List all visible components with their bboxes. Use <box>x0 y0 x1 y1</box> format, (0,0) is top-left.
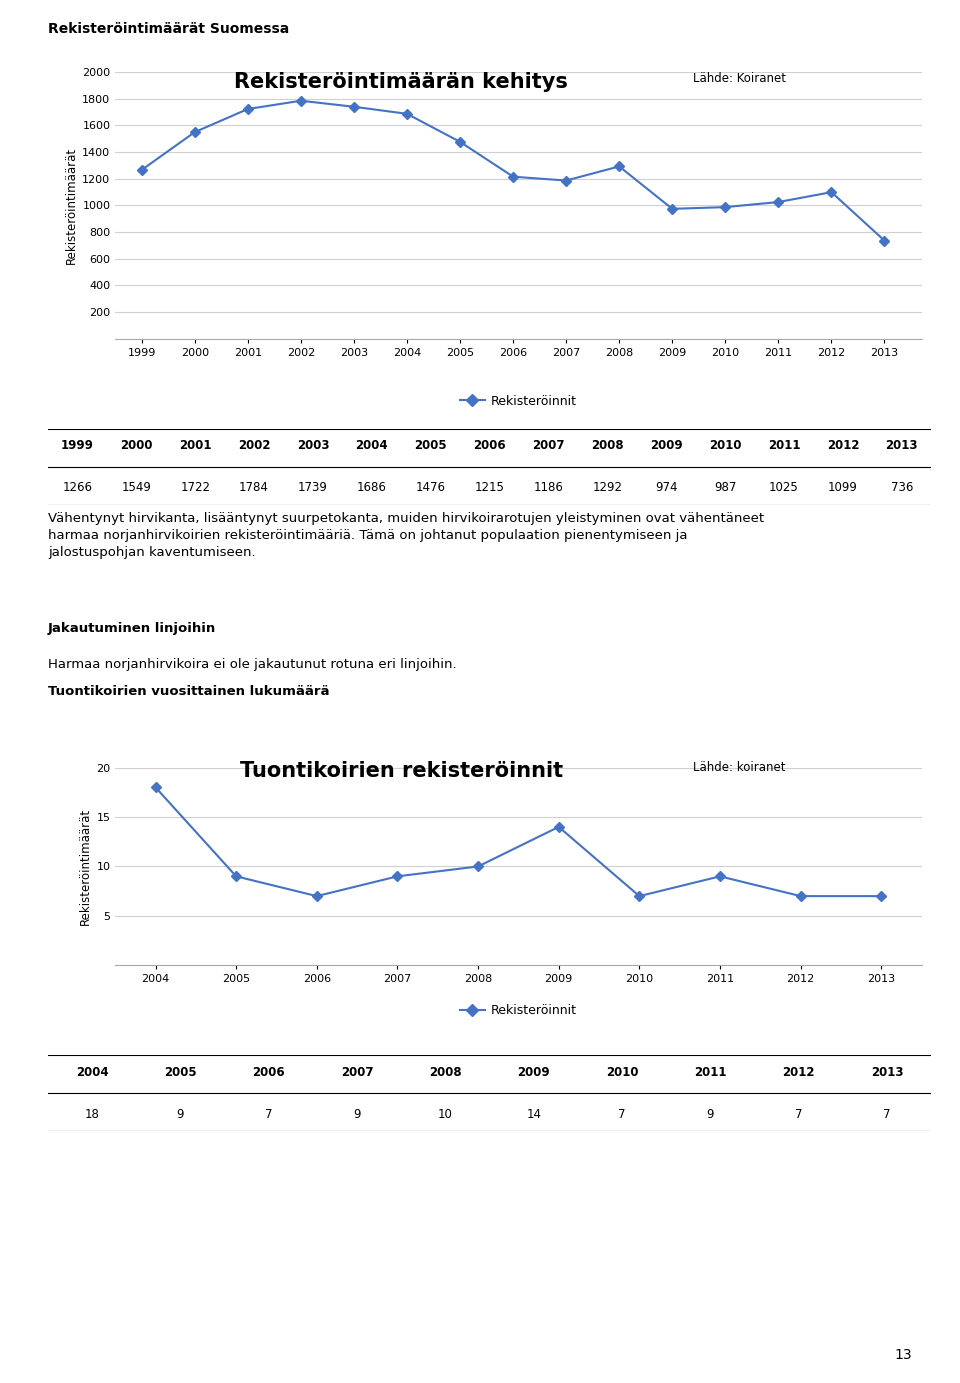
Text: 2006: 2006 <box>252 1066 285 1079</box>
Text: 2010: 2010 <box>708 440 741 452</box>
Text: 13: 13 <box>895 1348 912 1362</box>
Text: 14: 14 <box>526 1108 541 1120</box>
Legend: Rekisteröinnit: Rekisteröinnit <box>455 390 582 412</box>
Text: 1784: 1784 <box>239 481 269 494</box>
Y-axis label: Rekisteröintimäärät: Rekisteröintimäärät <box>65 147 78 264</box>
Text: Rekisteröintimäärät Suomessa: Rekisteröintimäärät Suomessa <box>48 22 289 36</box>
Text: 2006: 2006 <box>473 440 506 452</box>
Text: 1025: 1025 <box>769 481 799 494</box>
Text: Lähde: Koiranet: Lähde: Koiranet <box>693 72 785 84</box>
Text: Vähentynyt hirvikanta, lisääntynyt suurpetokanta, muiden hirvikoirarotujen yleis: Vähentynyt hirvikanta, lisääntynyt suurp… <box>48 512 764 559</box>
Text: 1099: 1099 <box>828 481 858 494</box>
Text: 1722: 1722 <box>180 481 210 494</box>
Text: 2013: 2013 <box>885 440 918 452</box>
Text: Harmaa norjanhirvikoira ei ole jakautunut rotuna eri linjoihin.: Harmaa norjanhirvikoira ei ole jakautunu… <box>48 658 457 671</box>
Text: 1292: 1292 <box>592 481 622 494</box>
Text: 7: 7 <box>883 1108 891 1120</box>
Text: 2004: 2004 <box>76 1066 108 1079</box>
Text: 2005: 2005 <box>164 1066 197 1079</box>
Text: 9: 9 <box>353 1108 361 1120</box>
Text: 1739: 1739 <box>298 481 328 494</box>
Y-axis label: Rekisteröintimäärät: Rekisteröintimäärät <box>79 808 92 925</box>
Text: 2005: 2005 <box>415 440 447 452</box>
Text: 7: 7 <box>795 1108 803 1120</box>
Text: Tuontikoirien vuosittainen lukumäärä: Tuontikoirien vuosittainen lukumäärä <box>48 685 329 697</box>
Text: 2000: 2000 <box>120 440 153 452</box>
Text: Rekisteröintimäärän kehitys: Rekisteröintimäärän kehitys <box>234 72 568 91</box>
Text: 2001: 2001 <box>179 440 211 452</box>
Text: Jakautuminen linjoihin: Jakautuminen linjoihin <box>48 622 216 635</box>
Text: 2011: 2011 <box>768 440 801 452</box>
Text: 1186: 1186 <box>534 481 564 494</box>
Text: 9: 9 <box>177 1108 184 1120</box>
Text: 2009: 2009 <box>650 440 683 452</box>
Text: 2002: 2002 <box>238 440 271 452</box>
Text: 2003: 2003 <box>297 440 329 452</box>
Text: 1215: 1215 <box>474 481 505 494</box>
Text: 2010: 2010 <box>606 1066 638 1079</box>
Text: Tuontikoirien rekisteröinnit: Tuontikoirien rekisteröinnit <box>240 761 563 780</box>
Text: 1476: 1476 <box>416 481 445 494</box>
Text: 1999: 1999 <box>61 440 94 452</box>
Text: 736: 736 <box>891 481 913 494</box>
Text: 2004: 2004 <box>355 440 388 452</box>
Text: 1266: 1266 <box>62 481 92 494</box>
Text: 1549: 1549 <box>121 481 152 494</box>
Text: 2007: 2007 <box>341 1066 373 1079</box>
Text: 2012: 2012 <box>827 440 859 452</box>
Text: 7: 7 <box>618 1108 626 1120</box>
Text: 2011: 2011 <box>694 1066 727 1079</box>
Text: 2012: 2012 <box>782 1066 815 1079</box>
Legend: Rekisteröinnit: Rekisteröinnit <box>455 1000 582 1022</box>
Text: 2009: 2009 <box>517 1066 550 1079</box>
Text: 2007: 2007 <box>532 440 564 452</box>
Text: 7: 7 <box>265 1108 273 1120</box>
Text: 2008: 2008 <box>591 440 624 452</box>
Text: 974: 974 <box>655 481 678 494</box>
Text: 1686: 1686 <box>357 481 387 494</box>
Text: Lähde: koiranet: Lähde: koiranet <box>693 761 785 773</box>
Text: 10: 10 <box>438 1108 453 1120</box>
Text: 9: 9 <box>707 1108 714 1120</box>
Text: 18: 18 <box>84 1108 100 1120</box>
Text: 987: 987 <box>714 481 736 494</box>
Text: 2013: 2013 <box>871 1066 903 1079</box>
Text: 2008: 2008 <box>429 1066 462 1079</box>
